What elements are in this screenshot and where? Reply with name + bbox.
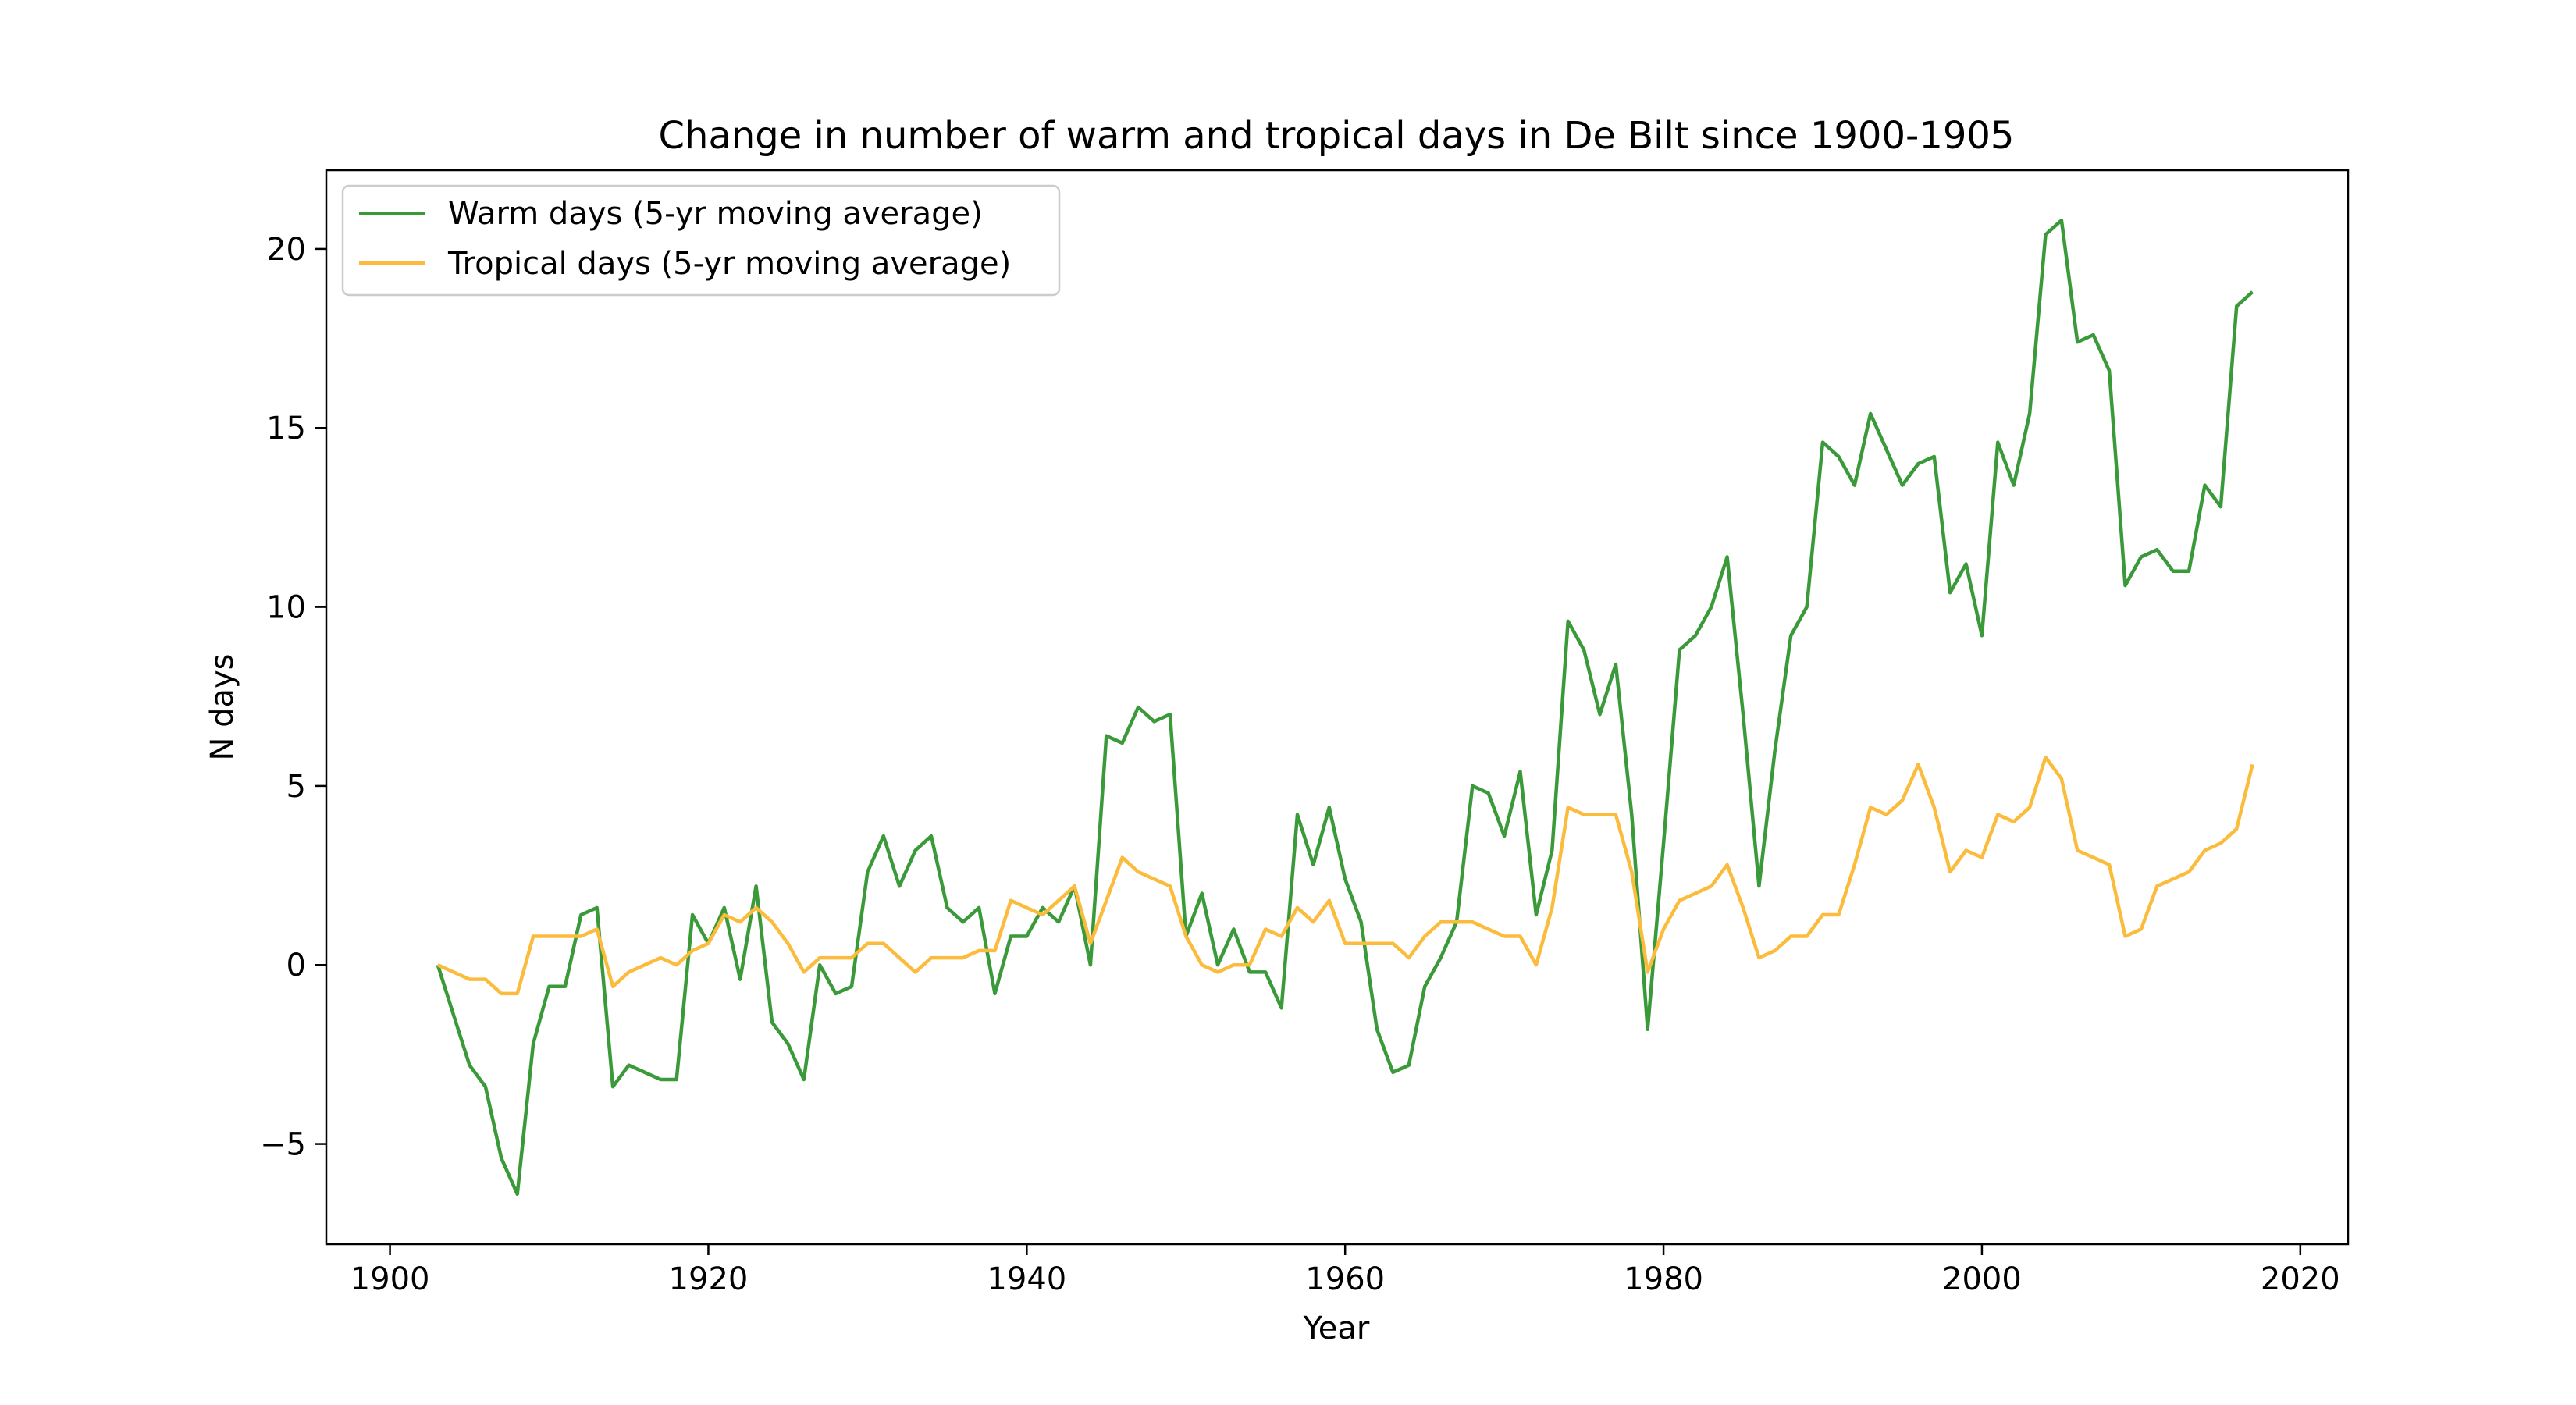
x-tick-label: 1920 [669,1261,749,1297]
x-axis-title: Year [1303,1311,1370,1346]
x-tick-label: 1900 [350,1261,430,1297]
x-tick-label: 1940 [987,1261,1066,1297]
series-line-warm-days [436,218,2254,1197]
y-tick-label: 5 [286,769,306,805]
y-axis-ticks: −5 0 5 10 15 20 [260,232,326,1163]
x-tick-label: 2020 [2261,1261,2340,1297]
y-tick-label: 20 [266,232,306,268]
x-tick-label: 1960 [1305,1261,1385,1297]
x-tick-label: 2000 [1942,1261,2022,1297]
y-tick-label: 10 [266,590,306,626]
legend-box [341,184,1061,297]
legend-label-warm-days: Warm days (5-yr moving average) [448,196,983,232]
legend-label-tropical-days: Tropical days (5-yr moving average) [447,246,1011,282]
plot-area-frame [325,169,2350,1246]
series-layer [436,218,2254,1197]
x-tick-label: 1980 [1624,1261,1703,1297]
series-line-tropical-days [436,755,2254,996]
x-axis-ticks: 1900 1920 1940 1960 1980 2000 2020 [350,1244,2340,1297]
y-tick-label: 15 [266,411,306,446]
y-tick-label: −5 [260,1127,306,1163]
chart-title: Change in number of warm and tropical da… [659,114,2015,158]
y-axis-title: N days [205,653,240,760]
y-tick-label: 0 [286,948,306,984]
legend: Warm days (5-yr moving average) Tropical… [341,184,1061,297]
